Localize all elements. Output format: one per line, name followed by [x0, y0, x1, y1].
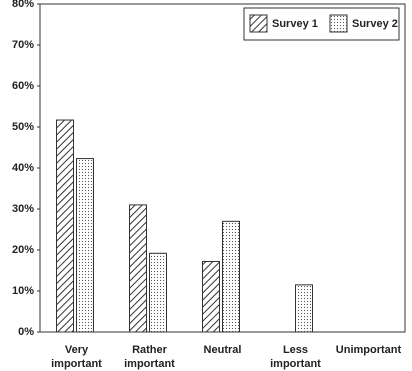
y-tick-label: 30% [12, 203, 34, 215]
x-tick-label: Very important [51, 344, 102, 370]
bar [222, 220, 240, 333]
y-tick-label: 40% [12, 162, 34, 174]
legend-label: Survey 2 [352, 18, 398, 30]
x-tick-label: Less important [270, 344, 321, 370]
bar [295, 284, 313, 333]
legend-swatch [329, 14, 348, 33]
bar [202, 260, 220, 333]
x-tick-label: Rather important [124, 344, 175, 370]
y-tick-label: 50% [12, 121, 34, 133]
y-tick-label: 80% [12, 0, 34, 10]
bar [56, 119, 74, 333]
y-tick-label: 10% [12, 285, 34, 297]
x-tick-label: Unimportant [335, 344, 402, 356]
y-tick-label: 20% [12, 244, 34, 256]
plot-frame [39, 3, 406, 333]
x-tick-label: Neutral [203, 344, 242, 356]
legend-box [243, 7, 400, 41]
y-tick-label: 70% [12, 39, 34, 51]
legend-swatch [249, 14, 268, 33]
bar [129, 204, 147, 333]
legend-label: Survey 1 [272, 18, 318, 30]
y-tick-label: 0% [18, 326, 34, 338]
y-tick-label: 60% [12, 80, 34, 92]
bar [76, 158, 94, 333]
bar [149, 252, 167, 333]
